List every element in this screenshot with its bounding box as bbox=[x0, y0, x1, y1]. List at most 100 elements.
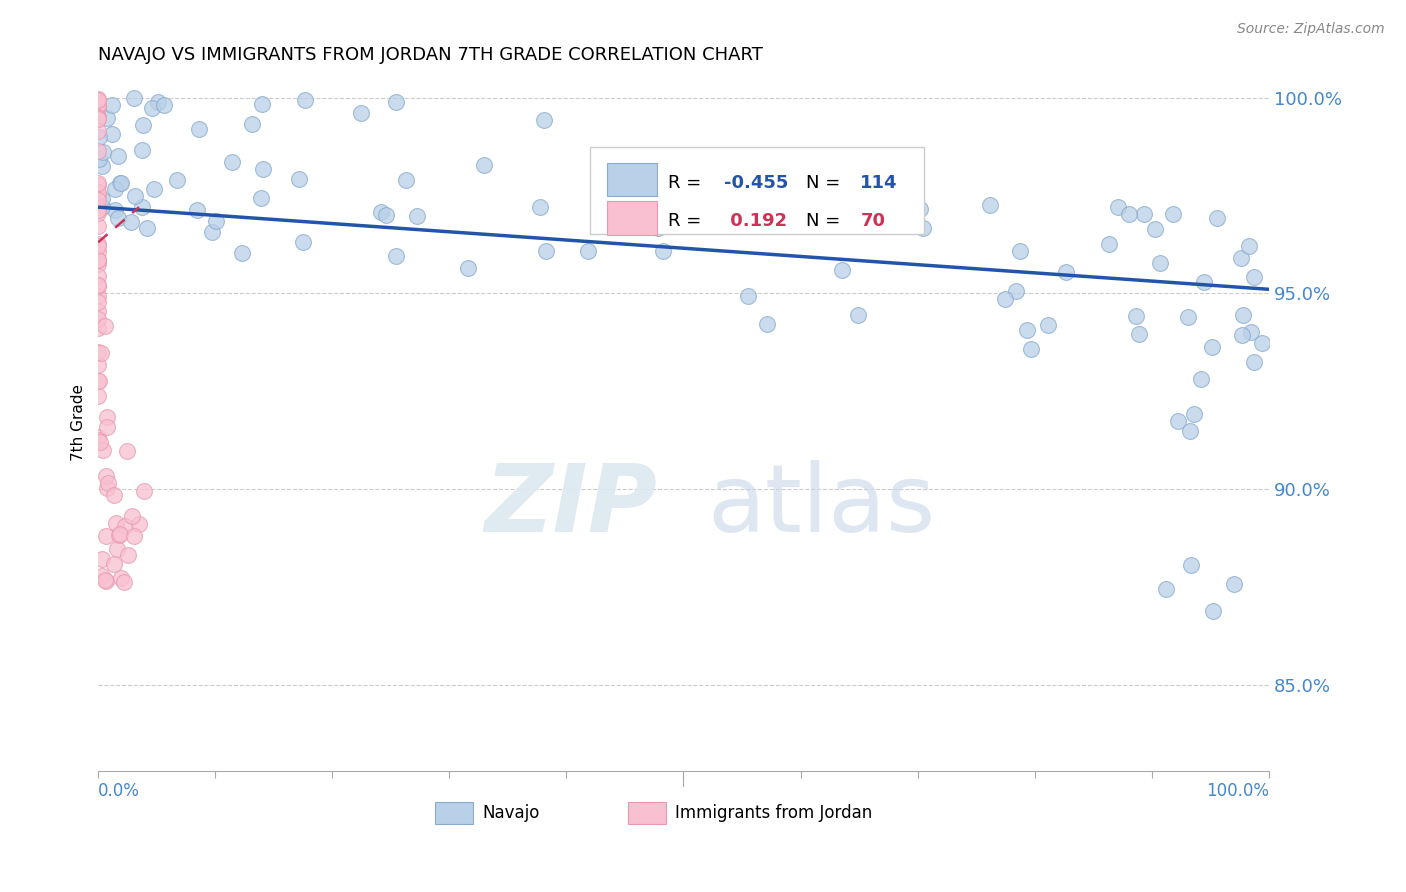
Point bbox=[1154, 582, 1177, 596]
Point bbox=[91, 145, 114, 160]
Point bbox=[87, 205, 110, 219]
Point bbox=[1230, 327, 1253, 342]
Point bbox=[94, 469, 117, 483]
Point bbox=[1008, 244, 1031, 258]
Point bbox=[1118, 207, 1140, 221]
Point bbox=[87, 202, 110, 217]
Point bbox=[87, 268, 110, 283]
Point bbox=[188, 121, 211, 136]
Point bbox=[831, 262, 853, 277]
FancyBboxPatch shape bbox=[628, 802, 666, 824]
Text: -0.455: -0.455 bbox=[724, 174, 789, 192]
Point bbox=[112, 574, 135, 589]
Point bbox=[993, 292, 1015, 306]
Point bbox=[846, 308, 869, 322]
Point bbox=[250, 96, 273, 111]
Text: 0.0%: 0.0% bbox=[98, 782, 141, 800]
Point bbox=[103, 558, 125, 572]
Point bbox=[87, 144, 110, 158]
Point bbox=[1232, 308, 1254, 322]
Point bbox=[87, 429, 110, 443]
Point bbox=[121, 508, 143, 523]
Point bbox=[1125, 310, 1147, 324]
Point bbox=[87, 98, 110, 112]
Point bbox=[1223, 576, 1246, 591]
Point bbox=[87, 244, 110, 259]
Text: N =: N = bbox=[807, 212, 841, 230]
Point bbox=[1180, 558, 1202, 573]
Point bbox=[87, 96, 110, 111]
Point bbox=[908, 202, 931, 216]
Point bbox=[87, 124, 110, 138]
Point bbox=[91, 443, 114, 458]
Point bbox=[87, 304, 110, 318]
Point bbox=[87, 289, 110, 303]
Point bbox=[697, 152, 720, 166]
Point bbox=[87, 110, 110, 124]
Point bbox=[148, 95, 170, 110]
Point bbox=[87, 130, 110, 145]
Point bbox=[87, 295, 110, 310]
Point bbox=[472, 158, 495, 172]
Point bbox=[94, 573, 117, 587]
Point bbox=[87, 178, 110, 193]
Point bbox=[128, 517, 150, 532]
Point bbox=[103, 488, 125, 502]
Point bbox=[87, 219, 110, 233]
Point bbox=[153, 97, 176, 112]
Text: 100.0%: 100.0% bbox=[1206, 782, 1270, 800]
Point bbox=[120, 215, 142, 229]
Point bbox=[374, 208, 396, 222]
Point bbox=[114, 518, 136, 533]
Point bbox=[117, 548, 139, 562]
Point bbox=[96, 481, 118, 495]
Point bbox=[136, 221, 159, 235]
Point bbox=[87, 193, 110, 207]
Point bbox=[1107, 200, 1129, 214]
Point bbox=[87, 100, 110, 114]
Point bbox=[252, 162, 274, 177]
Point bbox=[110, 177, 132, 191]
Point bbox=[97, 475, 120, 490]
Point bbox=[105, 516, 128, 531]
Point bbox=[1143, 222, 1166, 236]
Point bbox=[94, 318, 117, 333]
Point bbox=[288, 172, 311, 186]
Point bbox=[1038, 318, 1060, 332]
Point bbox=[457, 260, 479, 275]
Point bbox=[250, 191, 273, 205]
Point bbox=[105, 541, 128, 556]
Point bbox=[101, 98, 124, 112]
Point bbox=[115, 444, 138, 458]
Point bbox=[110, 571, 132, 585]
Point bbox=[87, 200, 110, 214]
Point bbox=[651, 244, 673, 258]
Point bbox=[87, 112, 110, 127]
Point bbox=[647, 221, 669, 235]
Text: atlas: atlas bbox=[707, 460, 935, 552]
Point bbox=[1098, 236, 1121, 251]
Point bbox=[1230, 251, 1253, 265]
Point bbox=[911, 220, 934, 235]
Point bbox=[1192, 275, 1215, 289]
Point bbox=[205, 213, 228, 227]
Point bbox=[1189, 372, 1212, 386]
Point bbox=[737, 289, 759, 303]
Point bbox=[1133, 207, 1156, 221]
Point bbox=[529, 200, 551, 214]
Point bbox=[385, 95, 408, 110]
Point bbox=[1021, 343, 1043, 357]
Point bbox=[96, 112, 118, 126]
Point bbox=[87, 374, 110, 388]
Point bbox=[87, 111, 110, 125]
Point bbox=[87, 257, 110, 271]
Point bbox=[406, 209, 429, 223]
Point bbox=[101, 128, 124, 142]
Point bbox=[1054, 265, 1077, 279]
Point bbox=[87, 252, 110, 267]
Text: Immigrants from Jordan: Immigrants from Jordan bbox=[675, 804, 873, 822]
Text: Source: ZipAtlas.com: Source: ZipAtlas.com bbox=[1237, 22, 1385, 37]
Point bbox=[110, 176, 132, 190]
Point bbox=[94, 574, 117, 589]
Point bbox=[131, 144, 153, 158]
